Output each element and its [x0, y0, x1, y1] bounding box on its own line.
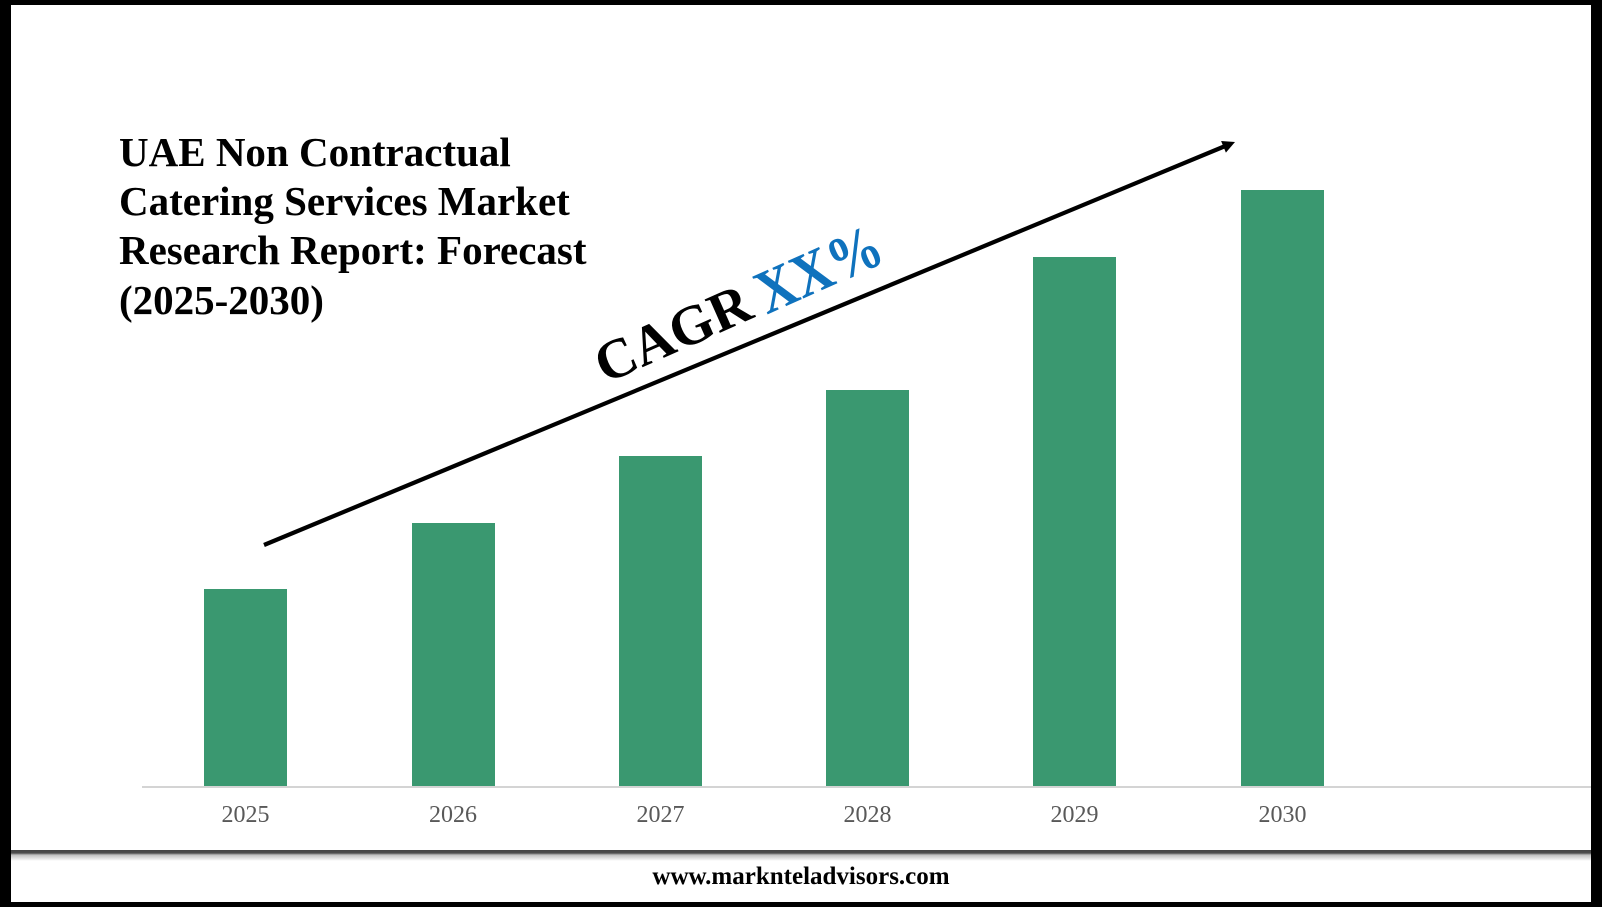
svg-text:XX%: XX% [745, 212, 893, 328]
